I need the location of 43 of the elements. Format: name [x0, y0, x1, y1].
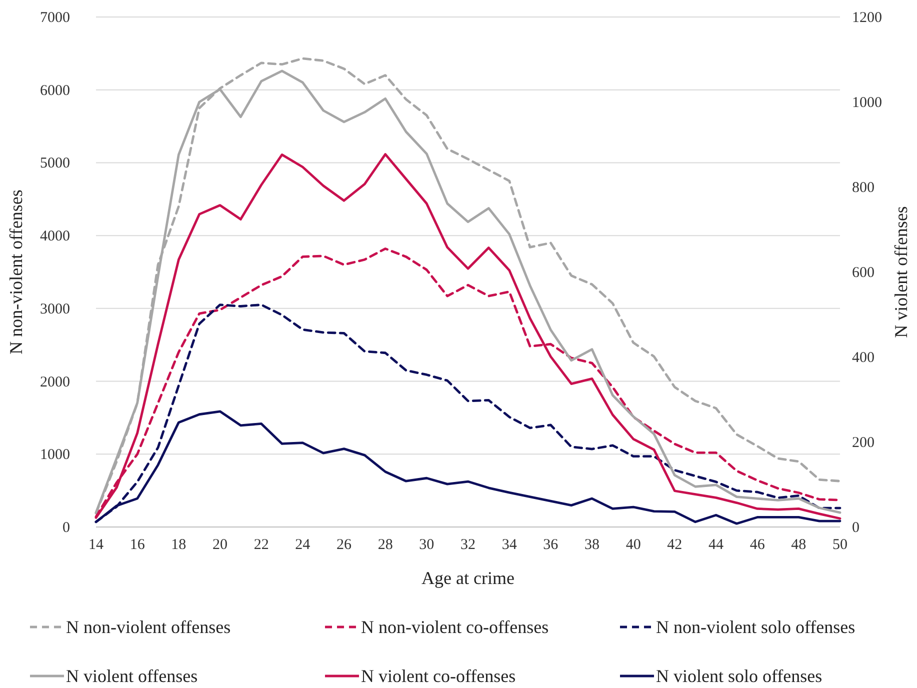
- y-tick-label: 1000: [40, 447, 70, 464]
- x-axis-title: Age at crime: [422, 568, 514, 588]
- x-tick-label: 32: [460, 537, 476, 553]
- x-tick-label: 22: [254, 537, 269, 553]
- x-tick-label: 28: [378, 537, 393, 553]
- y-tick-label: 6000: [40, 82, 70, 99]
- legend-label: N non-violent co-offenses: [361, 617, 549, 637]
- y2-tick-label: 1000: [852, 95, 882, 111]
- y-tick-label: 2000: [40, 374, 70, 390]
- y2-tick-label: 600: [852, 265, 874, 281]
- y2-tick-label: 1200: [852, 10, 882, 26]
- legend-label: N non-violent solo offenses: [656, 617, 856, 637]
- x-tick-label: 14: [88, 537, 104, 553]
- x-tick-label: 40: [626, 537, 641, 553]
- x-tick-label: 30: [419, 537, 434, 553]
- x-tick-label: 20: [212, 537, 228, 553]
- x-tick-label: 42: [667, 537, 682, 553]
- x-tick-label: 36: [543, 537, 559, 553]
- legend-label: N violent co-offenses: [361, 666, 516, 686]
- y-tick-label: 7000: [40, 10, 70, 26]
- x-tick-label: 44: [708, 537, 724, 553]
- x-tick-label: 48: [791, 537, 806, 553]
- y-tick-label: 0: [62, 520, 70, 536]
- x-tick-label: 24: [295, 537, 311, 553]
- x-tick-label: 16: [130, 537, 146, 553]
- y2-axis-title: N violent offenses: [891, 206, 911, 338]
- y2-tick-label: 200: [852, 435, 874, 451]
- y2-tick-label: 0: [852, 520, 860, 536]
- x-tick-label: 38: [584, 537, 600, 553]
- x-tick-label: 46: [750, 537, 766, 553]
- legend-label: N violent solo offenses: [656, 666, 822, 686]
- y-axis-title: N non-violent offenses: [6, 190, 26, 354]
- y-tick-label: 3000: [40, 301, 70, 318]
- x-tick-label: 50: [832, 537, 848, 553]
- y2-tick-label: 800: [852, 180, 874, 196]
- x-tick-label: 18: [171, 537, 186, 553]
- x-tick-label: 34: [502, 537, 518, 553]
- legend-label: N violent offenses: [66, 666, 198, 686]
- x-tick-label: 26: [336, 537, 352, 553]
- legend-label: N non-violent offenses: [66, 617, 231, 637]
- y2-tick-label: 400: [852, 350, 874, 366]
- y-tick-label: 4000: [40, 228, 70, 245]
- y-tick-label: 5000: [40, 156, 70, 172]
